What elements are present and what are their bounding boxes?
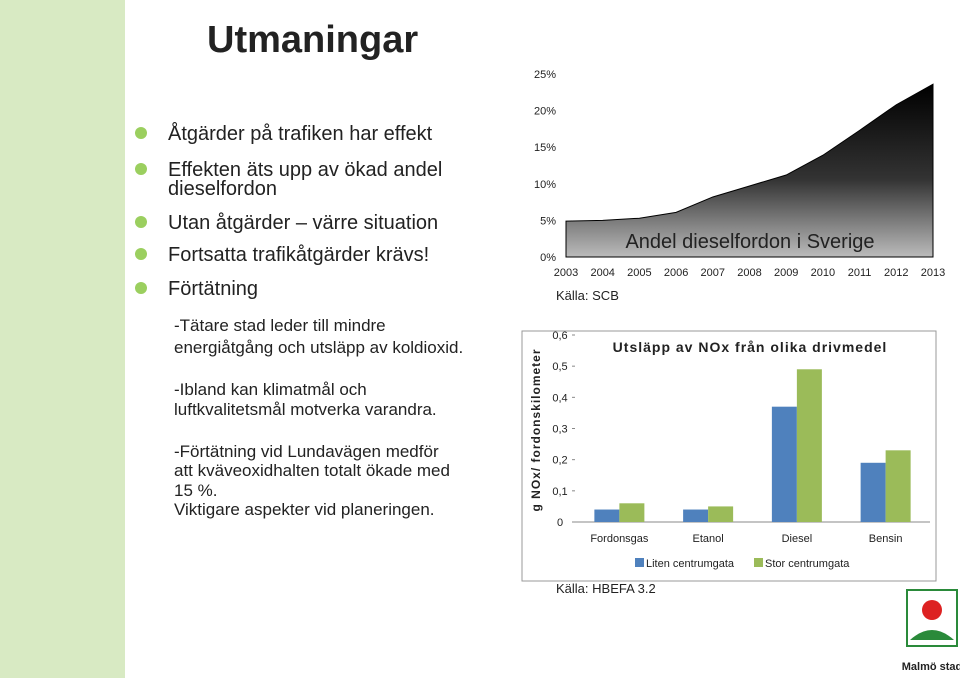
chart-title: Utsläpp av NOx från olika drivmedel <box>613 339 888 355</box>
chart-frame <box>521 330 937 582</box>
logo-emblem <box>910 630 954 640</box>
legend-swatch <box>754 558 763 567</box>
logo: Malmö stad <box>902 589 960 673</box>
bullet-text: dieselfordon <box>168 178 277 200</box>
legend-label: Liten centrumgata <box>646 558 735 570</box>
x-tick-label: 2008 <box>737 267 761 279</box>
y-tick-label: 0% <box>540 252 556 264</box>
legend-label: Stor centrumgata <box>765 558 850 570</box>
bullet-text: Förtätning <box>168 278 258 300</box>
x-tick-label: 2007 <box>701 267 725 279</box>
y-tick-label: 0,4 <box>552 392 567 404</box>
bar <box>771 406 797 522</box>
y-tick-label: 0 <box>557 517 563 529</box>
x-tick-label: Diesel <box>782 533 813 545</box>
logo-emblem <box>922 600 942 620</box>
y-tick-label: 25% <box>534 69 556 81</box>
x-tick-label: 2004 <box>590 267 614 279</box>
bullet-dot <box>135 216 147 228</box>
x-tick-label: 2013 <box>921 267 945 279</box>
x-tick-label: 2005 <box>627 267 651 279</box>
x-tick-label: 2006 <box>664 267 688 279</box>
bullet-dot <box>135 282 147 294</box>
bar <box>860 462 886 522</box>
bar <box>796 369 822 522</box>
bar <box>885 450 911 522</box>
bar <box>683 509 709 522</box>
side-strip <box>0 0 125 678</box>
y-tick-label: 0,5 <box>552 361 567 373</box>
logo-text: Malmö stad <box>902 661 960 673</box>
y-tick-label: 20% <box>534 106 556 118</box>
paragraph-text: att kväveoxidhalten totalt ökade med <box>174 461 450 480</box>
y-axis-label: g NOx/ fordonskilometer <box>529 348 543 511</box>
bullet-dot <box>135 163 147 175</box>
slide-title: Utmaningar <box>207 19 418 61</box>
bar <box>594 509 620 522</box>
y-tick-label: 15% <box>534 142 556 154</box>
x-tick-label: 2010 <box>811 267 835 279</box>
bullet-text: Effekten äts upp av ökad andel <box>168 159 442 181</box>
bullet-dot <box>135 248 147 260</box>
x-tick-label: Fordonsgas <box>590 533 649 545</box>
area <box>565 83 934 258</box>
x-tick-label: 2009 <box>774 267 798 279</box>
y-tick-label: 10% <box>534 179 556 191</box>
x-tick-label: Bensin <box>869 533 903 545</box>
bullet-text: Åtgärder på trafiken har effekt <box>168 122 433 145</box>
x-tick-label: 2012 <box>884 267 908 279</box>
x-tick-label: Etanol <box>693 533 724 545</box>
paragraph-text: energiåtgång och utsläpp av koldioxid. <box>174 338 463 357</box>
x-tick-label: 2011 <box>848 267 872 279</box>
paragraph-text: Viktigare aspekter vid planeringen. <box>174 500 435 519</box>
paragraph-text: -Ibland kan klimatmål och <box>174 380 367 399</box>
bullet-text: Fortsatta trafikåtgärder krävs! <box>168 244 429 266</box>
source-note: Källa: SCB <box>556 288 619 303</box>
source-note: Källa: HBEFA 3.2 <box>556 581 656 596</box>
paragraph-text: -Förtätning vid Lundavägen medför <box>174 442 439 461</box>
chart-title: Andel dieselfordon i Sverige <box>625 231 874 253</box>
y-tick-label: 0,3 <box>552 424 567 436</box>
x-tick-label: 2003 <box>554 267 578 279</box>
y-tick-label: 5% <box>540 215 556 227</box>
paragraph-text: 15 %. <box>174 481 217 500</box>
paragraph-text: luftkvalitetsmål motverka varandra. <box>174 400 437 419</box>
bar <box>619 503 645 522</box>
y-tick-label: 0,2 <box>552 455 567 467</box>
paragraph-text: -Tätare stad leder till mindre <box>174 316 386 335</box>
y-tick-label: 0,6 <box>552 330 567 342</box>
y-tick-label: 0,1 <box>552 486 567 498</box>
bar <box>708 506 734 522</box>
bullet-text: Utan åtgärder – värre situation <box>168 212 438 234</box>
bullet-dot <box>135 127 147 139</box>
legend-swatch <box>635 558 644 567</box>
